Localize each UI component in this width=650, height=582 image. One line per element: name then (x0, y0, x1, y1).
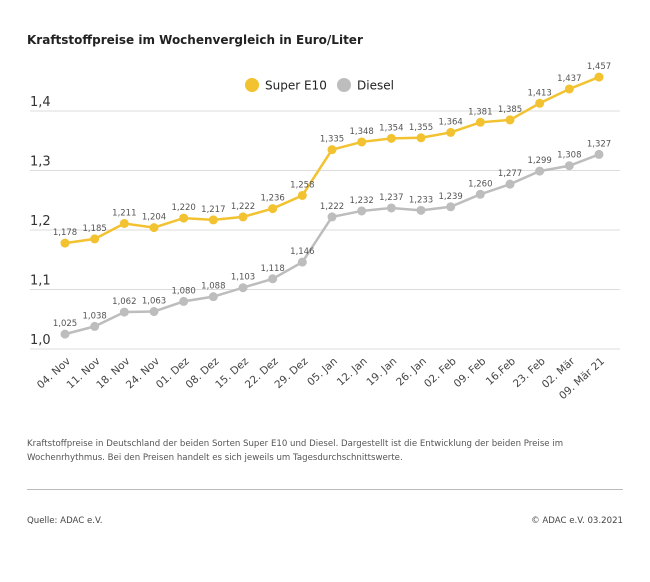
data-point (90, 321, 100, 331)
y-tick-label: 1,2 (30, 214, 51, 229)
data-label: 1,308 (557, 151, 581, 161)
data-label: 1,260 (468, 179, 492, 189)
data-point (60, 329, 70, 339)
data-label: 1,327 (587, 139, 611, 149)
data-point (268, 274, 278, 284)
legend-label: Super E10 (265, 79, 327, 93)
data-label: 1,222 (231, 202, 255, 212)
data-label: 1,233 (409, 195, 433, 205)
data-point (475, 117, 485, 127)
data-point (297, 257, 307, 267)
data-point (60, 238, 70, 248)
data-label: 1,277 (498, 169, 522, 179)
data-label: 1,239 (438, 192, 462, 202)
data-point (327, 145, 337, 155)
data-label: 1,355 (409, 123, 433, 133)
x-tick-label: 19. Jan (364, 355, 399, 388)
data-point (357, 137, 367, 147)
data-point (238, 283, 248, 293)
data-point (535, 166, 545, 176)
series-line-diesel (64, 153, 600, 336)
data-label: 1,146 (290, 247, 314, 257)
data-label: 1,217 (201, 205, 225, 215)
y-tick-label: 1,3 (30, 155, 51, 170)
data-label: 1,381 (468, 107, 492, 117)
x-tick-label: 05. Jan (305, 355, 340, 388)
legend-marker (245, 78, 259, 92)
x-tick-label: 29. Dez (273, 355, 311, 391)
data-point (238, 212, 248, 222)
data-label: 1,354 (379, 123, 403, 133)
data-label: 1,178 (53, 228, 77, 238)
data-label: 1,204 (142, 213, 166, 223)
data-point (119, 218, 129, 228)
data-point (179, 296, 189, 306)
data-point (416, 205, 426, 215)
legend-label: Diesel (357, 79, 394, 93)
data-point (208, 215, 218, 225)
data-point (594, 72, 604, 82)
data-point (386, 133, 396, 143)
y-tick-label: 1,0 (30, 333, 51, 348)
data-point (594, 149, 604, 159)
x-tick-label: 09. Feb (452, 355, 489, 390)
data-point (90, 234, 100, 244)
data-point (505, 179, 515, 189)
data-label: 1,211 (112, 208, 136, 218)
data-label: 1,232 (349, 196, 373, 206)
x-tick-label: 02. Feb (422, 355, 459, 390)
data-point (327, 212, 337, 222)
data-label: 1,038 (82, 311, 106, 321)
data-point (386, 203, 396, 213)
data-point (505, 115, 515, 125)
source-note: Quelle: ADAC e.V. (27, 516, 103, 526)
data-point (446, 202, 456, 212)
data-label: 1,118 (260, 264, 284, 274)
data-point (149, 223, 159, 233)
data-label: 1,364 (438, 117, 462, 127)
data-point (208, 292, 218, 302)
data-label: 1,185 (82, 224, 106, 234)
data-label: 1,237 (379, 193, 403, 203)
y-tick-label: 1,1 (30, 274, 51, 289)
data-label: 1,236 (260, 194, 284, 204)
y-tick-label: 1,4 (30, 95, 51, 110)
legend-marker (337, 78, 351, 92)
data-point (475, 189, 485, 199)
data-label: 1,103 (231, 273, 255, 283)
x-tick-label: 12. Jan (335, 355, 370, 388)
data-label: 1,335 (320, 135, 344, 145)
data-label: 1,220 (171, 203, 195, 213)
data-label: 1,080 (171, 286, 195, 296)
data-label: 1,348 (349, 127, 373, 137)
data-label: 1,457 (587, 62, 611, 72)
chart-title: Kraftstoffpreise im Wochenvergleich in E… (27, 33, 363, 47)
data-point (149, 307, 159, 317)
data-point (564, 84, 574, 94)
data-label: 1,258 (290, 180, 314, 190)
data-point (416, 133, 426, 143)
data-label: 1,062 (112, 297, 136, 307)
data-label: 1,437 (557, 74, 581, 84)
data-point (268, 204, 278, 214)
data-label: 1,222 (320, 202, 344, 212)
divider (27, 489, 623, 490)
chart-description: Kraftstoffpreise in Deutschland der beid… (27, 439, 564, 463)
data-label: 1,385 (498, 105, 522, 115)
data-label: 1,088 (201, 282, 225, 292)
data-label: 1,025 (53, 319, 77, 329)
data-point (119, 307, 129, 317)
copyright-note: © ADAC e.V. 03.2021 (531, 516, 623, 526)
data-point (357, 206, 367, 216)
data-label: 1,413 (527, 88, 551, 98)
data-point (535, 98, 545, 108)
data-label: 1,063 (142, 297, 166, 307)
data-label: 1,299 (527, 156, 551, 166)
data-point (179, 213, 189, 223)
data-point (446, 127, 456, 137)
data-point (297, 190, 307, 200)
data-point (564, 161, 574, 171)
